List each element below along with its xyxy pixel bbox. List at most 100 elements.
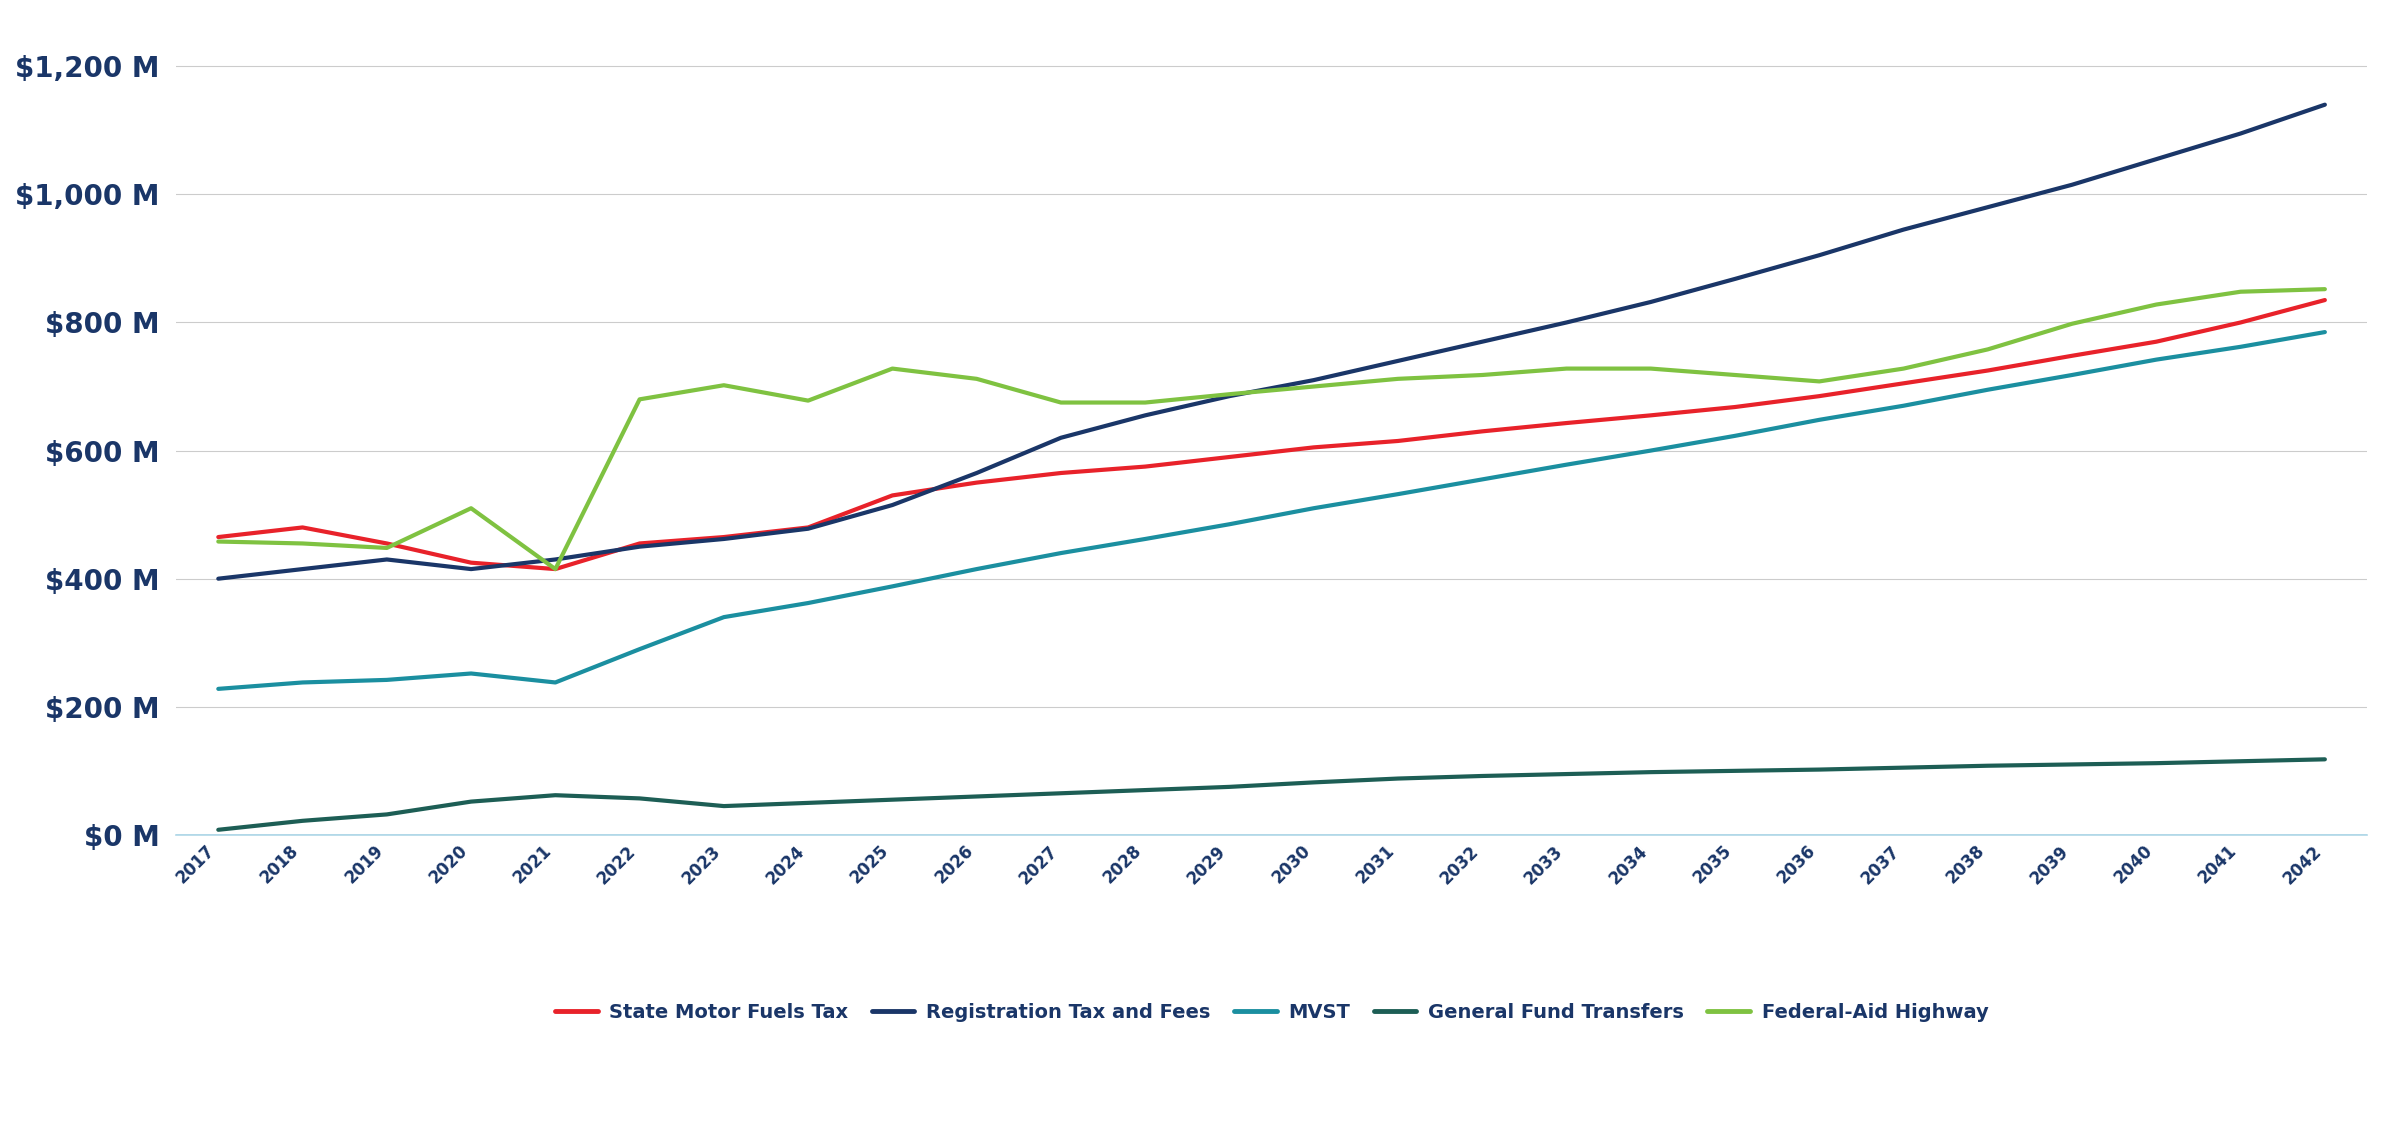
State Motor Fuels Tax	[457, 556, 486, 570]
Line: Registration Tax and Fees: Registration Tax and Fees	[219, 105, 2325, 579]
MVST	[1467, 473, 1496, 487]
General Fund Transfers	[2058, 758, 2087, 771]
MVST	[1806, 414, 1834, 427]
General Fund Transfers	[879, 792, 908, 806]
MVST	[541, 676, 569, 689]
MVST	[1889, 399, 1918, 413]
MVST	[1975, 383, 2003, 397]
General Fund Transfers	[962, 790, 991, 804]
Registration Tax and Fees	[1301, 373, 1329, 387]
State Motor Fuels Tax	[1720, 400, 1748, 414]
Federal-Aid Highway	[2311, 282, 2339, 296]
MVST	[2058, 369, 2087, 382]
Federal-Aid Highway	[2058, 317, 2087, 330]
MVST	[793, 597, 822, 610]
MVST	[1636, 444, 1665, 457]
General Fund Transfers	[710, 799, 738, 813]
State Motor Fuels Tax	[1384, 434, 1413, 447]
Registration Tax and Fees	[962, 466, 991, 480]
Line: MVST: MVST	[219, 332, 2325, 689]
Registration Tax and Fees	[793, 522, 822, 535]
Federal-Aid Highway	[1889, 362, 1918, 375]
General Fund Transfers	[1720, 764, 1748, 778]
General Fund Transfers	[1806, 763, 1834, 777]
General Fund Transfers	[1467, 769, 1496, 782]
General Fund Transfers	[1889, 761, 1918, 774]
Registration Tax and Fees	[541, 553, 569, 566]
Registration Tax and Fees	[1636, 296, 1665, 309]
Federal-Aid Highway	[372, 541, 400, 554]
State Motor Fuels Tax	[541, 562, 569, 575]
Registration Tax and Fees	[1384, 354, 1413, 368]
Federal-Aid Highway	[1467, 369, 1496, 382]
MVST	[1384, 488, 1413, 501]
State Motor Fuels Tax	[793, 520, 822, 534]
MVST	[626, 643, 655, 656]
MVST	[1215, 517, 1243, 531]
Federal-Aid Highway	[1131, 396, 1160, 409]
MVST	[205, 682, 233, 696]
General Fund Transfers	[1131, 783, 1160, 797]
MVST	[1131, 533, 1160, 546]
State Motor Fuels Tax	[2058, 350, 2087, 363]
General Fund Transfers	[2227, 754, 2256, 768]
State Motor Fuels Tax	[1636, 409, 1665, 423]
Federal-Aid Highway	[1215, 388, 1243, 401]
State Motor Fuels Tax	[1215, 451, 1243, 464]
Federal-Aid Highway	[1806, 374, 1834, 388]
State Motor Fuels Tax	[962, 475, 991, 489]
General Fund Transfers	[288, 814, 317, 827]
General Fund Transfers	[1046, 787, 1074, 800]
Federal-Aid Highway	[879, 362, 908, 375]
Registration Tax and Fees	[1720, 272, 1748, 285]
General Fund Transfers	[1636, 765, 1665, 779]
Federal-Aid Highway	[1720, 369, 1748, 382]
State Motor Fuels Tax	[288, 520, 317, 534]
Registration Tax and Fees	[288, 562, 317, 575]
State Motor Fuels Tax	[372, 537, 400, 551]
Federal-Aid Highway	[1384, 372, 1413, 386]
MVST	[2141, 353, 2170, 366]
Federal-Aid Highway	[288, 537, 317, 551]
General Fund Transfers	[372, 808, 400, 822]
General Fund Transfers	[1384, 772, 1413, 786]
MVST	[2227, 341, 2256, 354]
Legend: State Motor Fuels Tax, Registration Tax and Fees, MVST, General Fund Transfers, : State Motor Fuels Tax, Registration Tax …	[548, 995, 1996, 1031]
Federal-Aid Highway	[2141, 298, 2170, 311]
State Motor Fuels Tax	[2311, 293, 2339, 307]
Registration Tax and Fees	[1553, 316, 1582, 329]
Federal-Aid Highway	[2227, 285, 2256, 299]
Federal-Aid Highway	[962, 372, 991, 386]
State Motor Fuels Tax	[1889, 377, 1918, 390]
Federal-Aid Highway	[710, 379, 738, 392]
Registration Tax and Fees	[1975, 200, 2003, 214]
Registration Tax and Fees	[2227, 127, 2256, 140]
State Motor Fuels Tax	[1553, 416, 1582, 429]
MVST	[457, 667, 486, 680]
Registration Tax and Fees	[2311, 98, 2339, 111]
Federal-Aid Highway	[457, 501, 486, 515]
MVST	[372, 673, 400, 687]
Federal-Aid Highway	[1975, 343, 2003, 356]
Registration Tax and Fees	[1889, 223, 1918, 236]
Registration Tax and Fees	[626, 540, 655, 553]
Federal-Aid Highway	[1553, 362, 1582, 375]
Federal-Aid Highway	[1301, 380, 1329, 393]
State Motor Fuels Tax	[710, 531, 738, 544]
Line: State Motor Fuels Tax: State Motor Fuels Tax	[219, 300, 2325, 569]
Line: Federal-Aid Highway: Federal-Aid Highway	[219, 289, 2325, 569]
Line: General Fund Transfers: General Fund Transfers	[219, 760, 2325, 830]
Registration Tax and Fees	[2058, 178, 2087, 191]
MVST	[288, 676, 317, 689]
General Fund Transfers	[1975, 759, 2003, 772]
Registration Tax and Fees	[710, 533, 738, 546]
State Motor Fuels Tax	[2227, 316, 2256, 329]
General Fund Transfers	[205, 823, 233, 836]
State Motor Fuels Tax	[1975, 364, 2003, 378]
MVST	[879, 580, 908, 593]
Registration Tax and Fees	[879, 498, 908, 511]
General Fund Transfers	[1553, 768, 1582, 781]
Registration Tax and Fees	[1215, 389, 1243, 402]
Registration Tax and Fees	[1046, 430, 1074, 444]
General Fund Transfers	[1301, 776, 1329, 789]
